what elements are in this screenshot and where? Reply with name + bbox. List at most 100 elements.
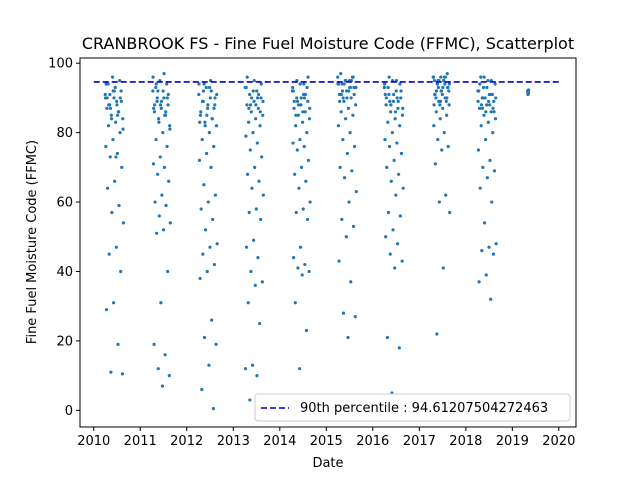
data-point bbox=[383, 137, 387, 142]
data-point bbox=[107, 103, 111, 107]
data-point bbox=[442, 75, 447, 79]
data-point bbox=[253, 165, 257, 169]
data-point bbox=[388, 252, 392, 256]
data-point bbox=[161, 89, 165, 93]
data-point bbox=[198, 120, 202, 124]
data-point bbox=[349, 280, 353, 284]
data-point bbox=[107, 252, 111, 256]
data-point bbox=[167, 374, 171, 378]
data-point bbox=[165, 96, 169, 100]
data-point bbox=[385, 165, 389, 169]
data-point bbox=[114, 245, 118, 249]
x-axis: 2010 2011 2012 2013 2014 2015 2016 2017 2018 2019… bbox=[77, 427, 575, 449]
data-point bbox=[432, 103, 436, 107]
data-point bbox=[485, 85, 489, 90]
data-point bbox=[398, 124, 402, 128]
data-point bbox=[199, 110, 203, 114]
data-point bbox=[257, 92, 261, 97]
legend: 90th percentile : 94.61207504272463 bbox=[254, 393, 571, 422]
data-point bbox=[305, 131, 309, 135]
data-point bbox=[480, 106, 485, 110]
data-point bbox=[159, 301, 163, 305]
data-point bbox=[208, 245, 212, 249]
data-point bbox=[481, 96, 485, 100]
data-point bbox=[488, 92, 492, 97]
data-point bbox=[478, 82, 482, 86]
data-point bbox=[492, 99, 496, 103]
data-point bbox=[152, 106, 156, 110]
data-point bbox=[296, 103, 301, 107]
data-point bbox=[291, 141, 295, 145]
data-point bbox=[206, 200, 210, 204]
data-point bbox=[109, 113, 113, 117]
data-point bbox=[435, 332, 439, 336]
data-point bbox=[118, 96, 122, 100]
data-point bbox=[158, 103, 163, 107]
data-point bbox=[393, 117, 397, 121]
x-tick-label: 2016 bbox=[356, 434, 389, 449]
data-point bbox=[298, 137, 302, 142]
data-point bbox=[162, 96, 166, 100]
data-point bbox=[162, 165, 167, 169]
data-point bbox=[113, 85, 117, 90]
legend-entry-label: 90th percentile : 94.61207504272463 bbox=[300, 401, 548, 416]
data-point bbox=[212, 106, 216, 110]
data-point bbox=[151, 75, 155, 79]
data-point bbox=[151, 89, 155, 93]
data-point bbox=[342, 99, 346, 103]
data-point bbox=[120, 165, 124, 169]
data-point bbox=[157, 214, 161, 218]
data-point bbox=[395, 141, 399, 145]
data-point bbox=[295, 96, 299, 100]
data-point bbox=[105, 106, 109, 110]
data-point bbox=[207, 131, 211, 135]
data-point bbox=[337, 82, 341, 86]
data-point bbox=[292, 256, 296, 260]
data-point bbox=[494, 96, 498, 100]
data-point bbox=[205, 151, 209, 156]
data-point bbox=[386, 210, 391, 215]
data-point bbox=[396, 106, 400, 110]
data-point bbox=[155, 96, 159, 100]
data-point bbox=[479, 124, 483, 128]
data-point bbox=[476, 148, 481, 152]
data-point bbox=[485, 176, 489, 180]
data-point bbox=[438, 117, 442, 121]
data-point bbox=[245, 103, 249, 107]
data-point bbox=[445, 72, 449, 76]
data-point bbox=[246, 301, 250, 305]
data-point bbox=[302, 144, 306, 149]
data-point bbox=[336, 124, 340, 128]
data-point bbox=[439, 75, 443, 79]
data-point bbox=[346, 106, 351, 110]
data-point bbox=[155, 99, 159, 103]
data-point bbox=[445, 113, 449, 117]
data-point bbox=[245, 172, 250, 176]
data-point bbox=[488, 158, 492, 162]
data-point bbox=[200, 137, 204, 142]
data-point bbox=[484, 273, 488, 277]
data-point bbox=[342, 176, 347, 180]
data-point bbox=[336, 75, 340, 79]
data-point bbox=[441, 266, 445, 270]
data-point bbox=[112, 301, 116, 305]
data-point bbox=[432, 124, 436, 128]
data-point bbox=[166, 103, 170, 107]
data-point bbox=[301, 207, 305, 211]
data-point bbox=[257, 179, 261, 183]
data-point bbox=[109, 117, 114, 121]
data-point bbox=[258, 321, 262, 326]
data-point bbox=[249, 269, 253, 274]
data-point bbox=[308, 200, 312, 204]
data-point bbox=[299, 103, 303, 107]
data-point bbox=[339, 92, 344, 97]
y-tick-label: 80 bbox=[56, 126, 73, 141]
data-point bbox=[115, 113, 120, 117]
data-point bbox=[154, 137, 158, 142]
data-point bbox=[215, 92, 219, 97]
data-point bbox=[260, 155, 264, 159]
data-point bbox=[157, 117, 161, 121]
legend-box bbox=[254, 393, 571, 422]
x-axis-label: Date bbox=[312, 456, 343, 471]
data-point bbox=[202, 335, 207, 340]
